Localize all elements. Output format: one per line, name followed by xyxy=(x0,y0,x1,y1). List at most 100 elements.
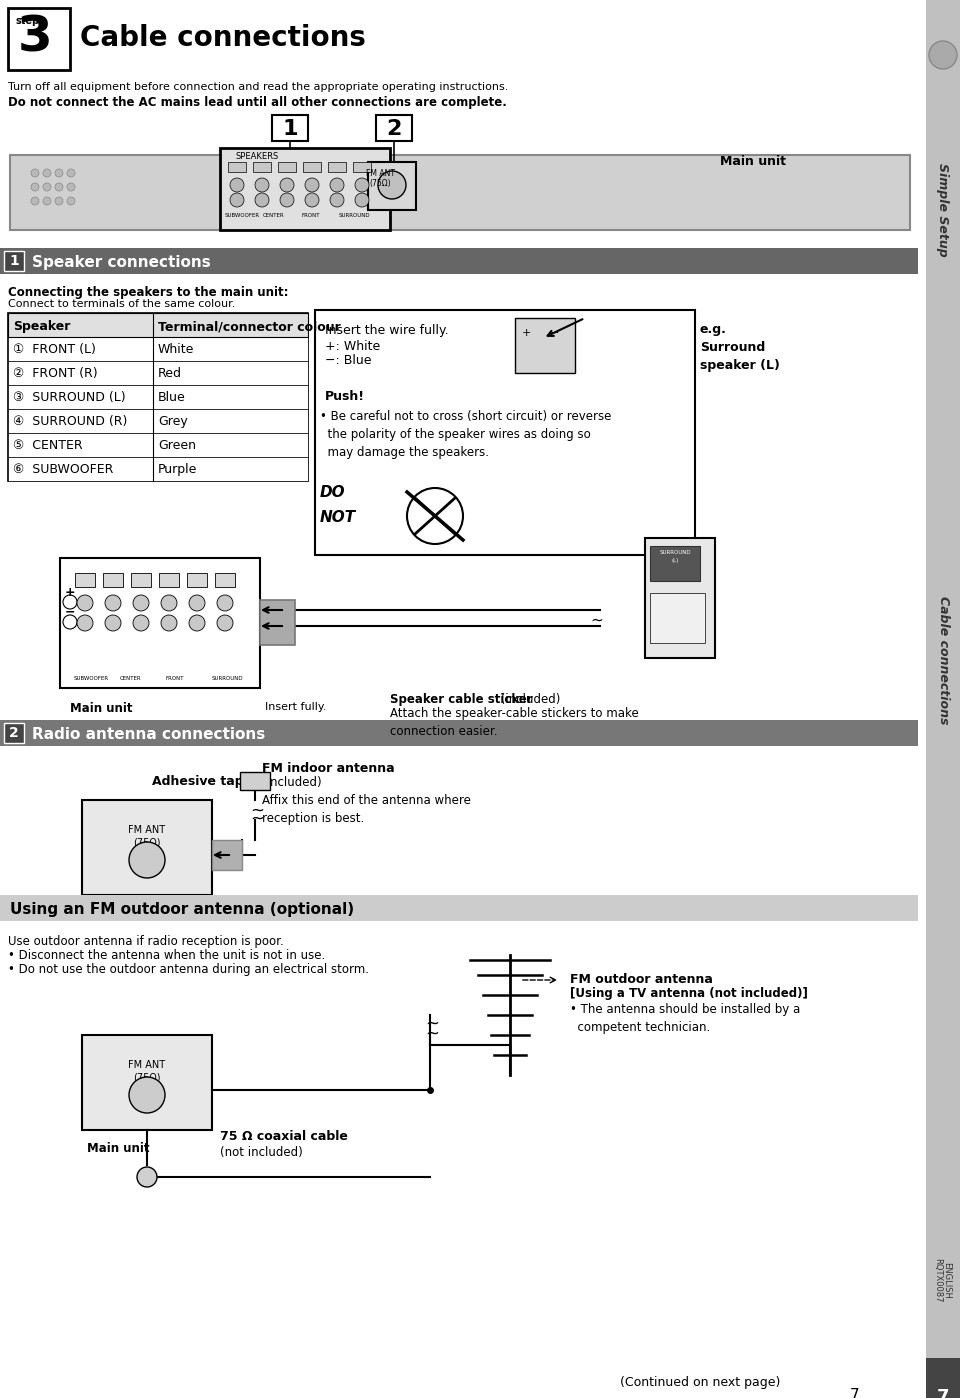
Text: ~: ~ xyxy=(590,612,603,628)
Text: 7: 7 xyxy=(937,1388,949,1398)
Text: Cable connections: Cable connections xyxy=(937,596,949,724)
Bar xyxy=(215,573,235,587)
Circle shape xyxy=(217,615,233,630)
Bar xyxy=(260,600,295,644)
Text: SURROUND: SURROUND xyxy=(660,549,691,555)
Circle shape xyxy=(129,1076,165,1113)
Text: CENTER: CENTER xyxy=(120,677,142,681)
Circle shape xyxy=(31,169,39,178)
Bar xyxy=(8,457,308,481)
Bar xyxy=(212,840,242,870)
Bar xyxy=(926,0,960,1398)
Bar xyxy=(4,252,24,271)
Text: Attach the speaker-cable stickers to make
connection easier.: Attach the speaker-cable stickers to mak… xyxy=(390,707,638,738)
Circle shape xyxy=(305,178,319,192)
Circle shape xyxy=(280,178,294,192)
Circle shape xyxy=(77,615,93,630)
Text: ~: ~ xyxy=(250,802,264,821)
Text: Use outdoor antenna if radio reception is poor.: Use outdoor antenna if radio reception i… xyxy=(8,935,284,948)
Bar xyxy=(103,573,123,587)
Text: Main unit: Main unit xyxy=(87,1142,150,1155)
Text: Connecting the speakers to the main unit:: Connecting the speakers to the main unit… xyxy=(8,287,289,299)
Bar xyxy=(187,573,207,587)
Text: Speaker cable sticker: Speaker cable sticker xyxy=(390,693,533,706)
Circle shape xyxy=(133,596,149,611)
Circle shape xyxy=(67,169,75,178)
Text: FM ANT
(75Ω): FM ANT (75Ω) xyxy=(366,169,395,189)
Text: SPEAKERS: SPEAKERS xyxy=(235,152,278,161)
Bar xyxy=(228,162,246,172)
Text: SURROUND: SURROUND xyxy=(212,677,244,681)
Circle shape xyxy=(77,596,93,611)
Bar xyxy=(0,895,918,921)
Circle shape xyxy=(230,178,244,192)
Bar xyxy=(376,115,412,141)
Text: FM outdoor antenna: FM outdoor antenna xyxy=(570,973,713,986)
Bar xyxy=(303,162,321,172)
Text: Do not connect the AC mains lead until all other connections are complete.: Do not connect the AC mains lead until a… xyxy=(8,96,507,109)
Circle shape xyxy=(43,169,51,178)
Bar xyxy=(368,162,416,210)
Text: Cable connections: Cable connections xyxy=(80,24,366,52)
Text: FM indoor antenna: FM indoor antenna xyxy=(262,762,395,774)
Text: Turn off all equipment before connection and read the appropriate operating inst: Turn off all equipment before connection… xyxy=(8,82,509,92)
Circle shape xyxy=(161,615,177,630)
Text: ~: ~ xyxy=(425,1025,439,1043)
Text: Grey: Grey xyxy=(158,415,188,428)
Circle shape xyxy=(255,178,269,192)
Circle shape xyxy=(43,197,51,206)
Text: (Continued on next page): (Continued on next page) xyxy=(620,1376,780,1390)
Text: 3: 3 xyxy=(18,14,53,62)
Circle shape xyxy=(133,615,149,630)
Text: −: − xyxy=(65,605,76,619)
Bar xyxy=(8,410,308,433)
Bar xyxy=(0,720,918,747)
Circle shape xyxy=(407,488,463,544)
Text: Main unit: Main unit xyxy=(70,702,132,714)
Circle shape xyxy=(55,169,63,178)
Text: FM ANT
(75Ω): FM ANT (75Ω) xyxy=(129,1060,165,1082)
Text: Adhesive tape: Adhesive tape xyxy=(152,774,252,788)
Text: Speaker: Speaker xyxy=(13,320,70,333)
Text: Main unit: Main unit xyxy=(87,907,150,920)
Text: −: Blue: −: Blue xyxy=(325,354,372,368)
Circle shape xyxy=(67,197,75,206)
Bar xyxy=(8,313,308,481)
Circle shape xyxy=(55,197,63,206)
Text: 2: 2 xyxy=(386,119,401,138)
Bar xyxy=(8,313,308,337)
Text: +: + xyxy=(65,586,76,598)
Text: SUBWOOFER: SUBWOOFER xyxy=(225,212,260,218)
Text: White: White xyxy=(158,343,194,356)
Circle shape xyxy=(355,193,369,207)
Text: Speaker connections: Speaker connections xyxy=(32,254,211,270)
Circle shape xyxy=(105,596,121,611)
Text: ~: ~ xyxy=(250,809,264,828)
Text: ⑤  CENTER: ⑤ CENTER xyxy=(13,439,83,452)
Text: 1: 1 xyxy=(10,254,19,268)
Text: SURROUND: SURROUND xyxy=(339,212,371,218)
Circle shape xyxy=(129,842,165,878)
Text: • Do not use the outdoor antenna during an electrical storm.: • Do not use the outdoor antenna during … xyxy=(8,963,369,976)
Circle shape xyxy=(43,183,51,192)
Circle shape xyxy=(305,193,319,207)
Circle shape xyxy=(137,1167,157,1187)
Bar xyxy=(650,593,705,643)
Text: 2: 2 xyxy=(10,726,19,740)
Circle shape xyxy=(330,193,344,207)
Bar xyxy=(515,317,575,373)
Text: Terminal/connector colour: Terminal/connector colour xyxy=(158,320,341,333)
Text: Main unit: Main unit xyxy=(720,155,786,168)
Bar xyxy=(4,723,24,742)
Circle shape xyxy=(189,615,205,630)
Text: • Be careful not to cross (short circuit) or reverse
  the polarity of the speak: • Be careful not to cross (short circuit… xyxy=(320,410,612,459)
Text: [Using a TV antenna (not included)]: [Using a TV antenna (not included)] xyxy=(570,987,808,1000)
Text: 1: 1 xyxy=(282,119,298,138)
Text: ①  FRONT (L): ① FRONT (L) xyxy=(13,343,96,356)
Bar xyxy=(278,162,296,172)
Text: • Disconnect the antenna when the unit is not in use.: • Disconnect the antenna when the unit i… xyxy=(8,949,325,962)
Text: FM ANT
(75Ω): FM ANT (75Ω) xyxy=(129,825,165,847)
Bar xyxy=(353,162,371,172)
Text: RQTX0087: RQTX0087 xyxy=(933,1258,943,1303)
Circle shape xyxy=(55,183,63,192)
